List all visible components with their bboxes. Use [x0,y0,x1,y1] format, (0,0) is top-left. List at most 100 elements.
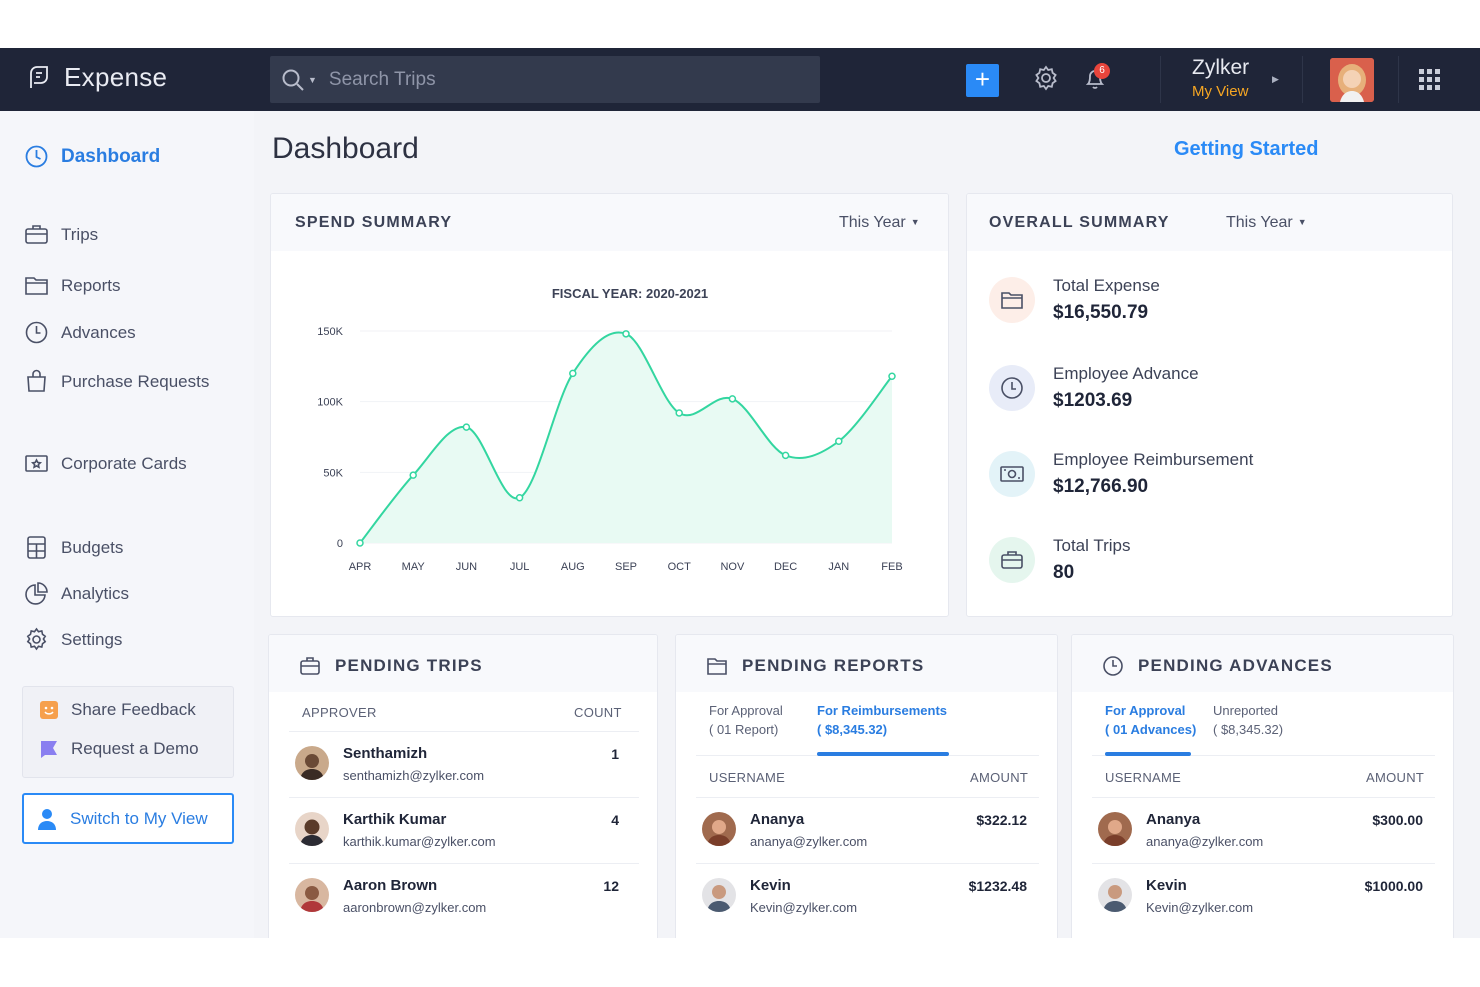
y-tick-label: 100K [317,397,343,409]
caret-right-icon[interactable]: ▶ [1272,74,1279,84]
spend-period-dropdown[interactable]: This Year ▼ [839,214,920,231]
cash-icon [989,451,1035,497]
divider [1302,56,1303,103]
data-point-dec[interactable] [781,451,790,460]
x-tick-label: NOV [720,561,745,573]
column-header-count: COUNT [574,705,622,720]
suitcase-icon [300,657,320,675]
sidebar-item-advances[interactable]: Advances [24,320,136,345]
sidebar-item-reports[interactable]: Reports [24,273,121,298]
active-tab-indicator [817,752,949,756]
column-header-approver: APPROVER [302,705,377,720]
tab-for-approval[interactable]: For Approval( 01 Report) [709,703,783,737]
sidebar-item-corporate-cards[interactable]: Corporate Cards [24,451,187,476]
search-scope-caret-icon[interactable]: ▼ [308,74,317,85]
search-bar[interactable]: ▼ [270,56,820,103]
sidebar-item-analytics[interactable]: Analytics [24,581,129,606]
table-row[interactable]: Kevin Kevin@zylker.com $1000.00 [1092,863,1435,929]
table-row[interactable]: Ananya ananya@zylker.com $300.00 [1092,797,1435,863]
card-header: OVERALL SUMMARY This Year ▼ [967,194,1452,251]
demo-flag-icon [41,741,57,758]
table-row[interactable]: Karthik Kumar karthik.kumar@zylker.com 4 [289,797,639,863]
pending-advances-title: PENDING ADVANCES [1102,655,1333,677]
switch-view-button[interactable]: Switch to My View [22,793,234,844]
gear-icon [26,627,47,651]
sidebar-item-budgets[interactable]: Budgets [24,535,123,560]
tab-for-approval[interactable]: For Approval( 01 Advances) [1105,703,1197,737]
overall-period-dropdown[interactable]: This Year ▼ [1226,214,1307,231]
search-icon[interactable] [280,67,306,93]
avatar [295,812,329,846]
spend-line-chart: FISCAL YEAR: 2020-2021 0 50K 100K 150K APR M… [317,286,902,573]
chart-title: FISCAL YEAR: 2020-2021 [552,286,708,301]
app-window: Expense ▼ + 6 Zylker My View ▶ Dashboard [0,48,1480,938]
clock-coin-icon [989,365,1035,411]
spend-summary-title: SPEND SUMMARY [295,214,453,231]
pending-trips-card: PENDING TRIPS APPROVER COUNT Senthamizh … [268,634,658,938]
pending-reports-card: PENDING REPORTS For Approval( 01 Report)… [675,634,1058,938]
sidebar-item-purchase-requests[interactable]: Purchase Requests [24,369,209,394]
avatar [1098,812,1132,846]
card-header: PENDING TRIPS [269,635,657,692]
org-name: Zylker [1192,56,1250,79]
dropdown-caret-icon: ▼ [1297,217,1307,227]
data-point-sep[interactable] [622,330,630,338]
table-row[interactable]: Ananya ananya@zylker.com $322.12 [696,797,1039,863]
x-tick-label: MAY [402,561,426,573]
data-point-jan[interactable] [835,437,843,445]
tab-for-reimbursements[interactable]: For Reimbursements( $8,345.32) [817,703,948,737]
summary-employee-reimbursement[interactable]: Employee Reimbursement $12,766.90 [989,450,1253,498]
suitcase-icon [989,537,1035,583]
add-new-button[interactable]: + [966,64,999,97]
data-point-oct[interactable] [675,409,683,417]
page-title: Dashboard [272,132,419,165]
sidebar-item-trips[interactable]: Trips [24,222,98,247]
apps-grid-icon[interactable] [1419,69,1441,91]
notification-badge: 6 [1094,63,1110,79]
x-tick-label: SEP [615,561,637,573]
settings-gear-icon[interactable] [1032,64,1060,92]
overall-summary-card: OVERALL SUMMARY This Year ▼ Total Expense… [966,193,1453,617]
user-icon [38,808,56,830]
data-point-may[interactable] [409,471,417,479]
app-name: Expense [64,62,168,92]
data-point-aug[interactable] [569,369,577,378]
sidebar-item-dashboard[interactable]: Dashboard [24,144,160,169]
spend-summary-card: SPEND SUMMARY This Year ▼ FISCAL YEAR: 20… [270,193,949,617]
data-point-feb[interactable] [888,372,896,380]
tab-unreported[interactable]: Unreported( $8,345.32) [1213,703,1284,737]
table-row[interactable]: Aaron Brown aaronbrown@zylker.com 12 [289,863,639,929]
clock-coin-icon [1103,656,1123,676]
pie-chart-icon [25,582,48,605]
divider [1160,56,1161,103]
app-logo[interactable]: Expense [26,62,167,93]
summary-employee-advance[interactable]: Employee Advance $1203.69 [989,364,1199,412]
pending-trips-title: PENDING TRIPS [299,655,483,677]
data-point-nov[interactable] [728,395,737,403]
summary-total-trips[interactable]: Total Trips 80 [989,536,1130,584]
table-row[interactable]: Senthamizh senthamizh@zylker.com 1 [289,731,639,797]
data-point-apr[interactable] [356,539,364,547]
folder-icon [707,658,727,675]
sidebar-item-settings[interactable]: Settings [24,627,122,652]
folder-icon [989,277,1035,323]
user-avatar[interactable] [1330,58,1374,102]
summary-total-expense[interactable]: Total Expense $16,550.79 [989,276,1160,324]
pending-advances-card: PENDING ADVANCES For Approval( 01 Advanc… [1071,634,1454,938]
getting-started-link[interactable]: Getting Started [1174,138,1319,160]
org-switcher[interactable]: Zylker My View [1192,56,1249,100]
data-point-jun[interactable] [462,423,471,431]
data-point-jul[interactable] [515,494,524,502]
table-row[interactable]: Kevin Kevin@zylker.com $1232.48 [696,863,1039,929]
avatar [702,812,736,846]
search-input[interactable] [328,68,769,91]
avatar [295,878,329,912]
card-header: PENDING ADVANCES [1072,635,1453,692]
dropdown-caret-icon: ▼ [910,217,920,227]
chart-series-line [359,331,893,544]
suitcase-icon [25,225,48,244]
share-feedback-link[interactable]: Share Feedback [39,700,196,720]
column-header-amount: AMOUNT [1366,770,1425,785]
column-header-amount: AMOUNT [970,770,1029,785]
request-demo-link[interactable]: Request a Demo [39,739,199,759]
